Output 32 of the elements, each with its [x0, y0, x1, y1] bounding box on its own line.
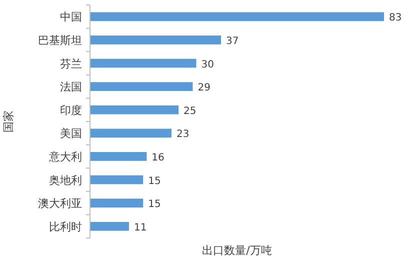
y-tick-label: 比利时 — [49, 220, 82, 234]
data-label: 15 — [148, 176, 161, 187]
bar — [90, 82, 193, 91]
bar — [90, 105, 179, 114]
bar — [90, 128, 172, 138]
bar — [90, 12, 384, 22]
x-axis-title: 出口数量/万吨 — [202, 244, 272, 257]
data-label: 15 — [148, 199, 161, 210]
data-label: 23 — [176, 129, 190, 140]
data-label: 25 — [184, 106, 196, 117]
y-tick-label: 巴基斯坦 — [38, 34, 82, 47]
bar — [90, 222, 129, 231]
y-tick-label: 澳大利亚 — [38, 197, 82, 210]
y-tick-label: 意大利 — [48, 150, 82, 164]
bar — [90, 36, 222, 44]
y-tick-label: 法国 — [60, 80, 82, 94]
data-label: 29 — [198, 82, 210, 94]
bar — [90, 175, 144, 184]
y-tick-label: 奥地利 — [49, 174, 82, 187]
y-tick-label: 印度 — [60, 104, 82, 117]
data-label: 16 — [152, 152, 164, 164]
data-label: 83 — [389, 12, 402, 24]
bar — [90, 198, 144, 208]
y-tick-label: 中国 — [60, 10, 82, 24]
data-label: 11 — [134, 222, 147, 234]
y-tick-label: 美国 — [60, 127, 82, 140]
bar — [90, 152, 147, 161]
y-tick-label: 芬兰 — [60, 57, 82, 70]
bar — [90, 58, 196, 68]
data-label: 37 — [226, 36, 239, 47]
data-label: 30 — [201, 59, 214, 70]
y-axis-title: 国家 — [2, 110, 15, 132]
